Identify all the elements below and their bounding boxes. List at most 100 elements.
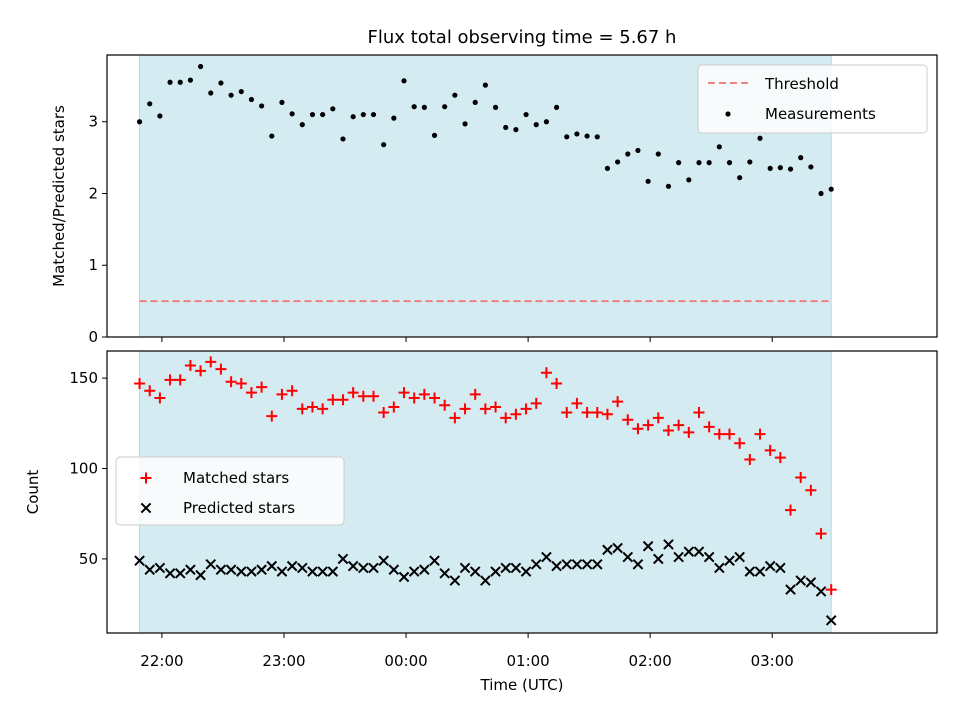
matched-star-point xyxy=(195,365,207,377)
measurement-point xyxy=(259,103,265,109)
measurement-point xyxy=(197,63,204,70)
measurement-point xyxy=(289,111,295,117)
measurement-point xyxy=(513,127,519,133)
matched-star-point xyxy=(276,388,288,400)
matched-star-point xyxy=(225,376,237,388)
measurement-point xyxy=(615,159,621,165)
x-axis-label: Time (UTC) xyxy=(480,676,564,694)
measurement-point xyxy=(360,111,366,118)
predicted-star-point xyxy=(215,564,227,576)
matched-star-point xyxy=(754,428,766,440)
matched-star-point xyxy=(164,374,176,386)
predicted-star-point xyxy=(581,559,593,570)
predicted-star-point xyxy=(307,566,318,577)
measurement-point xyxy=(167,79,173,85)
measurement-point xyxy=(238,88,244,95)
predicted-star-point xyxy=(663,539,674,550)
measurement-point xyxy=(828,186,834,192)
x-tick-label: 03:00 xyxy=(751,652,794,670)
matched-star-point xyxy=(398,387,410,399)
matched-star-point xyxy=(317,403,329,415)
measurement-point xyxy=(391,115,397,121)
measurement-point xyxy=(330,106,336,112)
matched-star-point xyxy=(805,484,817,496)
predicted-star-point xyxy=(225,564,237,576)
measurement-point xyxy=(269,133,275,139)
measurement-point xyxy=(411,104,417,110)
matched-star-point xyxy=(683,426,695,438)
predicted-star-point xyxy=(256,564,267,576)
count-y-label: Count xyxy=(24,470,42,515)
predicted-star-point xyxy=(744,566,756,577)
predicted-star-point xyxy=(825,615,837,626)
matched-star-point xyxy=(744,453,756,465)
legend-box xyxy=(697,64,928,134)
predicted-star-point xyxy=(368,562,379,574)
predicted-star-point xyxy=(754,566,766,577)
predicted-star-point xyxy=(429,555,440,566)
predicted-star-point xyxy=(785,584,796,595)
matched-star-point xyxy=(235,378,247,390)
count-marks xyxy=(134,356,837,626)
predicted-star-point xyxy=(591,559,603,570)
matched-star-point xyxy=(764,444,776,456)
matched-star-point xyxy=(174,374,186,386)
legend-box xyxy=(115,456,345,526)
predicted-star-point xyxy=(673,551,684,563)
measurement-point xyxy=(594,134,600,140)
predicted-star-point xyxy=(419,564,430,576)
measurement-point xyxy=(472,99,478,105)
predicted-star-point xyxy=(337,553,349,565)
matched-star-point xyxy=(245,387,257,399)
measurement-point xyxy=(584,133,590,139)
legend-predicted-swatch xyxy=(140,502,152,514)
matched-star-point xyxy=(622,414,634,426)
y-tick-label: 0 xyxy=(88,328,98,346)
predicted-star-point xyxy=(408,566,420,577)
measurement-point xyxy=(533,122,539,128)
measurement-point xyxy=(523,111,529,118)
predicted-star-point xyxy=(205,559,217,570)
measurement-point xyxy=(553,104,560,110)
measurement-point xyxy=(696,160,702,166)
time-x-axis: 22:00 23:00 00:00 01:00 02:00 03:00 xyxy=(140,633,794,670)
measurement-point xyxy=(136,119,143,125)
measurement-point xyxy=(492,104,499,110)
predicted-star-point xyxy=(327,566,339,577)
matched-star-point xyxy=(408,392,420,404)
y-tick-label: 3 xyxy=(88,113,98,131)
matched-star-point xyxy=(530,397,542,409)
matched-star-point xyxy=(734,437,746,449)
measurement-point xyxy=(482,82,488,88)
matched-star-point xyxy=(520,403,532,415)
predicted-star-point xyxy=(459,562,471,574)
predicted-star-point xyxy=(490,566,501,577)
predicted-star-point xyxy=(541,551,552,563)
ratio-marks xyxy=(136,63,834,303)
x-tick-label: 00:00 xyxy=(384,652,427,670)
matched-star-point xyxy=(723,428,735,440)
legend-predicted-label: Predicted stars xyxy=(183,499,295,517)
predicted-star-point xyxy=(317,566,328,577)
predicted-star-point xyxy=(805,577,817,588)
matched-star-point xyxy=(703,421,715,433)
y-tick-label: 150 xyxy=(69,369,98,387)
measurement-point xyxy=(401,78,407,84)
predicted-star-point xyxy=(652,553,664,565)
matched-star-point xyxy=(449,412,461,424)
matched-star-point xyxy=(632,423,644,435)
predicted-star-point xyxy=(632,559,644,570)
ratio-y-label: Matched/Predicted stars xyxy=(50,105,68,287)
matched-star-point xyxy=(561,406,573,418)
predicted-star-point xyxy=(439,568,451,579)
ratio-axes-frame xyxy=(106,54,938,338)
matched-star-point xyxy=(154,392,166,404)
matched-star-point xyxy=(815,528,827,540)
measurement-point xyxy=(564,134,570,140)
matched-star-point xyxy=(601,408,613,420)
measurement-point xyxy=(625,151,631,157)
matched-star-point xyxy=(296,403,308,415)
predicted-star-point xyxy=(703,551,715,563)
